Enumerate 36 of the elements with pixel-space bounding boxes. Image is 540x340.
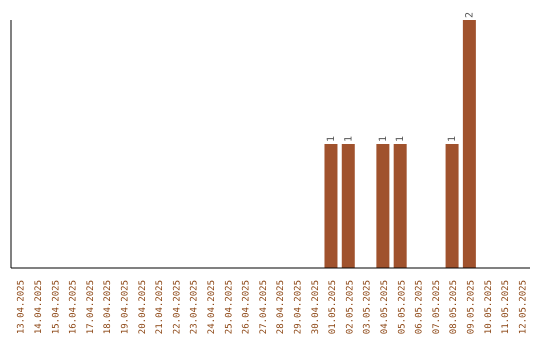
data-label: 1 xyxy=(326,136,337,142)
x-tick-label: 12.05.2025 xyxy=(518,280,528,334)
x-tick-label: 10.05.2025 xyxy=(484,280,494,334)
x-tick-label: 15.04.2025 xyxy=(51,280,62,334)
x-tick-label: 03.05.2025 xyxy=(362,280,373,334)
x-tick-label: 14.04.2025 xyxy=(34,280,44,334)
data-label: 2 xyxy=(464,12,476,18)
x-tick-label: 24.04.2025 xyxy=(206,280,217,334)
x-tick-label: 28.04.2025 xyxy=(276,280,286,334)
x-tick-label: 06.05.2025 xyxy=(414,280,425,334)
data-label: 1 xyxy=(395,136,406,142)
x-tick-label: 01.05.2025 xyxy=(328,280,338,334)
x-tick-label: 29.04.2025 xyxy=(293,280,304,334)
x-tick-label: 18.04.2025 xyxy=(103,280,114,334)
data-label: 1 xyxy=(447,136,458,142)
x-tick-label: 16.04.2025 xyxy=(68,280,79,334)
x-tick-label: 09.05.2025 xyxy=(466,280,476,334)
x-tick-label: 11.05.2025 xyxy=(501,280,512,334)
x-tick-label: 27.04.2025 xyxy=(258,280,269,334)
x-tick-label: 17.04.2025 xyxy=(86,280,96,334)
x-tick-label: 21.04.2025 xyxy=(155,280,166,334)
x-tick-label: 23.04.2025 xyxy=(190,280,200,334)
x-tick-label: 13.04.2025 xyxy=(16,280,27,334)
x-tick-label: 25.04.2025 xyxy=(224,280,234,334)
x-tick-label: 08.05.2025 xyxy=(449,280,460,334)
x-tick-label: 26.04.2025 xyxy=(242,280,252,334)
x-tick-label: 02.05.2025 xyxy=(345,280,356,334)
x-tick-label: 07.05.2025 xyxy=(432,280,442,334)
x-tick-label: 20.04.2025 xyxy=(138,280,148,334)
data-label: 1 xyxy=(343,136,354,142)
x-tick-label: 22.04.2025 xyxy=(172,280,182,334)
x-tick-label: 30.04.2025 xyxy=(310,280,321,334)
data-label: 1 xyxy=(378,136,389,142)
x-tick-label: 04.05.2025 xyxy=(380,280,390,334)
x-tick-label: 05.05.2025 xyxy=(397,280,408,334)
x-tick-label: 19.04.2025 xyxy=(120,280,130,334)
